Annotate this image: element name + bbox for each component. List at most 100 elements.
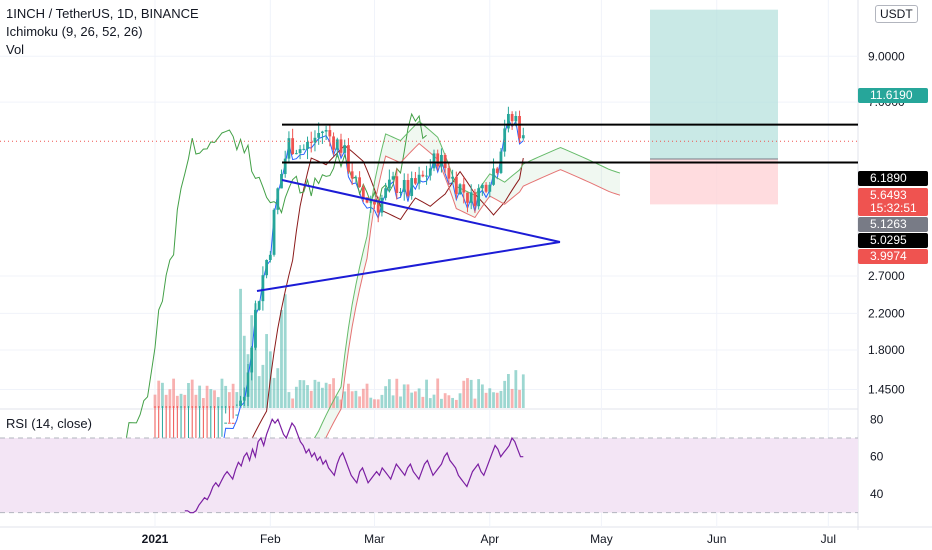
volume-bar xyxy=(514,370,518,408)
volume-bar xyxy=(391,395,395,408)
indicator-ichimoku-label[interactable]: Ichimoku (9, 26, 52, 26) xyxy=(6,24,143,39)
candle-body xyxy=(469,192,473,203)
target-zone xyxy=(650,9,778,159)
leading-span-b xyxy=(303,142,621,481)
indicator-vol-label[interactable]: Vol xyxy=(6,42,25,57)
price-tag-bg xyxy=(858,188,928,203)
price-tag-label: 15:32:51 xyxy=(870,201,917,215)
candle-body xyxy=(518,115,521,139)
volume-bar xyxy=(376,399,380,408)
candle-body xyxy=(484,184,488,192)
volume-bar xyxy=(335,396,339,408)
volume-bar xyxy=(361,388,365,408)
volume-bar xyxy=(313,379,317,408)
candle-body xyxy=(324,130,328,132)
volume-bar xyxy=(421,396,425,408)
volume-bar xyxy=(294,386,298,408)
candle-body xyxy=(421,174,425,177)
volume-bar xyxy=(198,385,202,408)
candle-body xyxy=(235,414,239,416)
volume-bar xyxy=(469,379,473,408)
volume-bar xyxy=(309,390,313,408)
volume-bar xyxy=(321,387,324,408)
candle-body xyxy=(466,192,469,203)
candle-body xyxy=(492,168,495,185)
price-tag-bg xyxy=(858,201,928,216)
volume-bar xyxy=(257,376,261,408)
candle-body xyxy=(406,179,410,197)
volume-bar xyxy=(190,379,194,408)
candle-body xyxy=(521,135,525,139)
volume-bar xyxy=(213,390,216,408)
volume-bar xyxy=(254,303,257,408)
volume-bar xyxy=(235,392,239,408)
volume-bar xyxy=(365,383,369,408)
volume-bar xyxy=(458,393,462,408)
candle-body xyxy=(332,136,335,150)
rsi-tick-label: 80 xyxy=(870,412,884,426)
candle-body xyxy=(276,188,280,210)
price-tag-bg xyxy=(858,217,928,232)
volume-bar xyxy=(272,377,276,408)
volume-bar xyxy=(510,388,514,408)
x-tick-label: Apr xyxy=(480,532,499,546)
candle-body xyxy=(294,153,298,155)
currency-button[interactable]: USDT xyxy=(875,5,918,23)
candle-body xyxy=(451,176,454,179)
lagging-span xyxy=(57,112,427,486)
volume-bar xyxy=(347,383,350,408)
volume-bar xyxy=(507,374,510,408)
volume-bar xyxy=(387,379,391,408)
candle-body xyxy=(440,154,443,167)
volume-bar xyxy=(287,392,291,408)
candle-body xyxy=(321,131,324,133)
volume-bar xyxy=(306,385,309,408)
volume-bar xyxy=(499,390,503,408)
volume-bar xyxy=(216,397,220,408)
lower-trendline xyxy=(256,241,561,292)
rsi-tick-label: 40 xyxy=(870,487,884,501)
volume-bar xyxy=(201,398,205,408)
price-tag: 5.6493 xyxy=(858,188,928,203)
candle-body xyxy=(480,184,484,189)
volume-bar xyxy=(428,398,432,408)
volume-bar xyxy=(373,399,376,408)
candle-body xyxy=(495,168,499,173)
candle-body xyxy=(354,177,358,179)
volume-bar xyxy=(302,380,306,408)
volume-bar xyxy=(443,393,447,408)
volume-bar xyxy=(261,364,265,408)
x-tick-label: Jul xyxy=(821,532,836,546)
volume-bar xyxy=(354,390,358,408)
candle-body xyxy=(343,145,347,153)
candle-body xyxy=(384,188,388,198)
volume-bar xyxy=(209,389,213,408)
volume-bar xyxy=(265,334,268,408)
candle-body xyxy=(328,130,332,137)
candle-body xyxy=(231,422,235,424)
candle-body xyxy=(387,179,391,189)
candle-body xyxy=(380,197,384,213)
volume-bar xyxy=(417,388,421,408)
volume-bar xyxy=(447,395,451,408)
drawings xyxy=(0,123,858,292)
volume-bar xyxy=(276,368,280,408)
volume-bar xyxy=(440,398,443,408)
volume-bar xyxy=(224,385,228,408)
y-tick-label: 9.0000 xyxy=(868,49,905,63)
candle-body xyxy=(477,188,481,207)
volume-bar xyxy=(175,395,179,408)
price-tag-label: 5.1263 xyxy=(870,217,907,231)
volume-bar xyxy=(164,394,168,408)
volume-bar xyxy=(414,391,417,408)
candle-body xyxy=(402,179,406,192)
candle-body xyxy=(298,149,302,154)
candle-body xyxy=(242,396,246,401)
volume-bar xyxy=(384,386,388,408)
y-tick-label: 1.4500 xyxy=(868,382,905,396)
rsi-line xyxy=(184,418,524,514)
rsi-label[interactable]: RSI (14, close) xyxy=(6,416,92,431)
candle-body xyxy=(347,145,350,172)
candle-body xyxy=(399,191,402,194)
candle-body xyxy=(224,422,228,424)
